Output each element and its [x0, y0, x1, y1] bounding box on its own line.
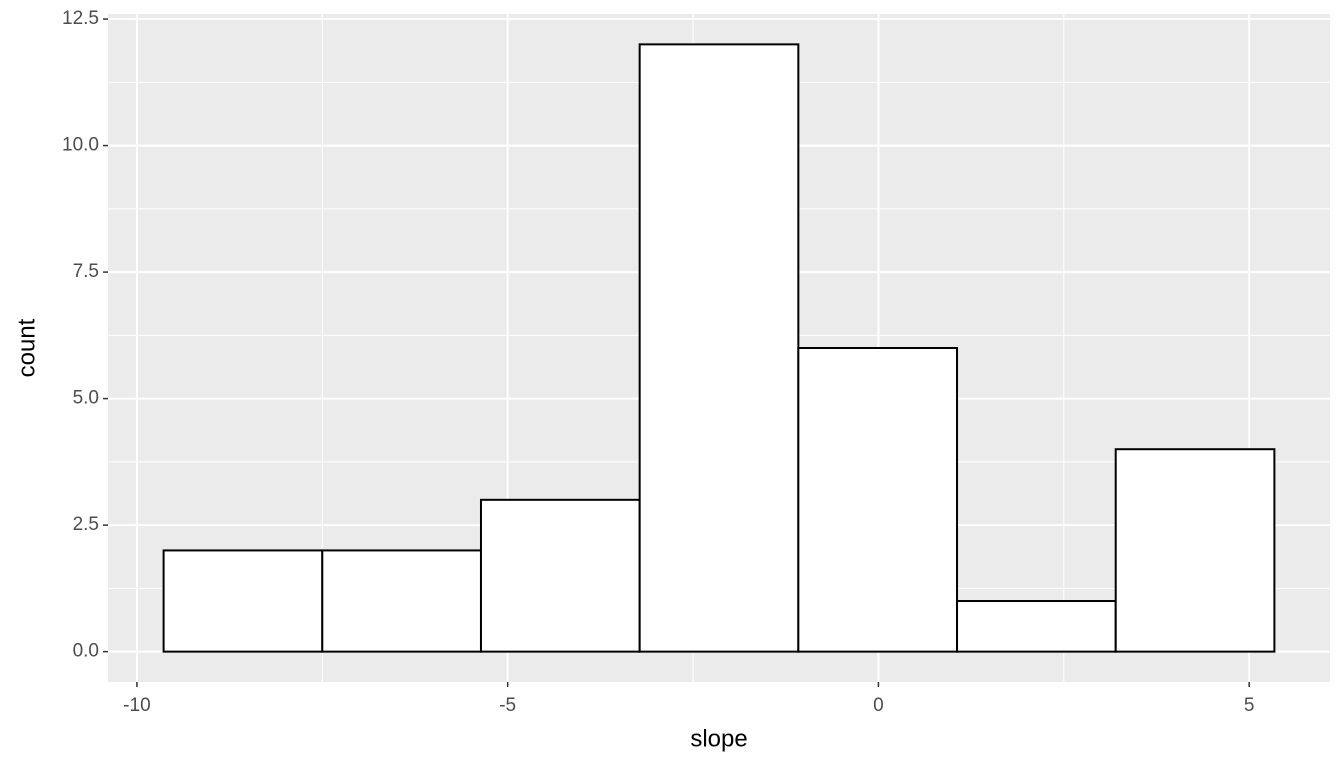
y-tick-label: 10.0: [62, 135, 99, 156]
y-tick-label: 5.0: [73, 388, 99, 409]
x-tick-label: -5: [499, 695, 516, 716]
y-tick-label: 7.5: [73, 261, 99, 282]
histogram-bar: [1114, 448, 1276, 653]
y-axis-title: count: [13, 318, 40, 377]
y-tick-label: 0.0: [73, 641, 99, 662]
histogram-bar: [956, 600, 1117, 653]
histogram-bar: [479, 498, 641, 653]
histogram-bar: [797, 347, 959, 653]
x-tick-label: -10: [123, 695, 150, 716]
y-tick-label: 12.5: [62, 8, 99, 29]
x-tick-label: 0: [873, 695, 884, 716]
x-tick-label: 5: [1244, 695, 1255, 716]
x-axis-title: slope: [690, 725, 747, 752]
histogram-bar: [162, 549, 324, 653]
histogram-bar: [321, 549, 482, 653]
histogram-bar: [638, 43, 800, 653]
y-tick-label: 2.5: [73, 514, 99, 535]
